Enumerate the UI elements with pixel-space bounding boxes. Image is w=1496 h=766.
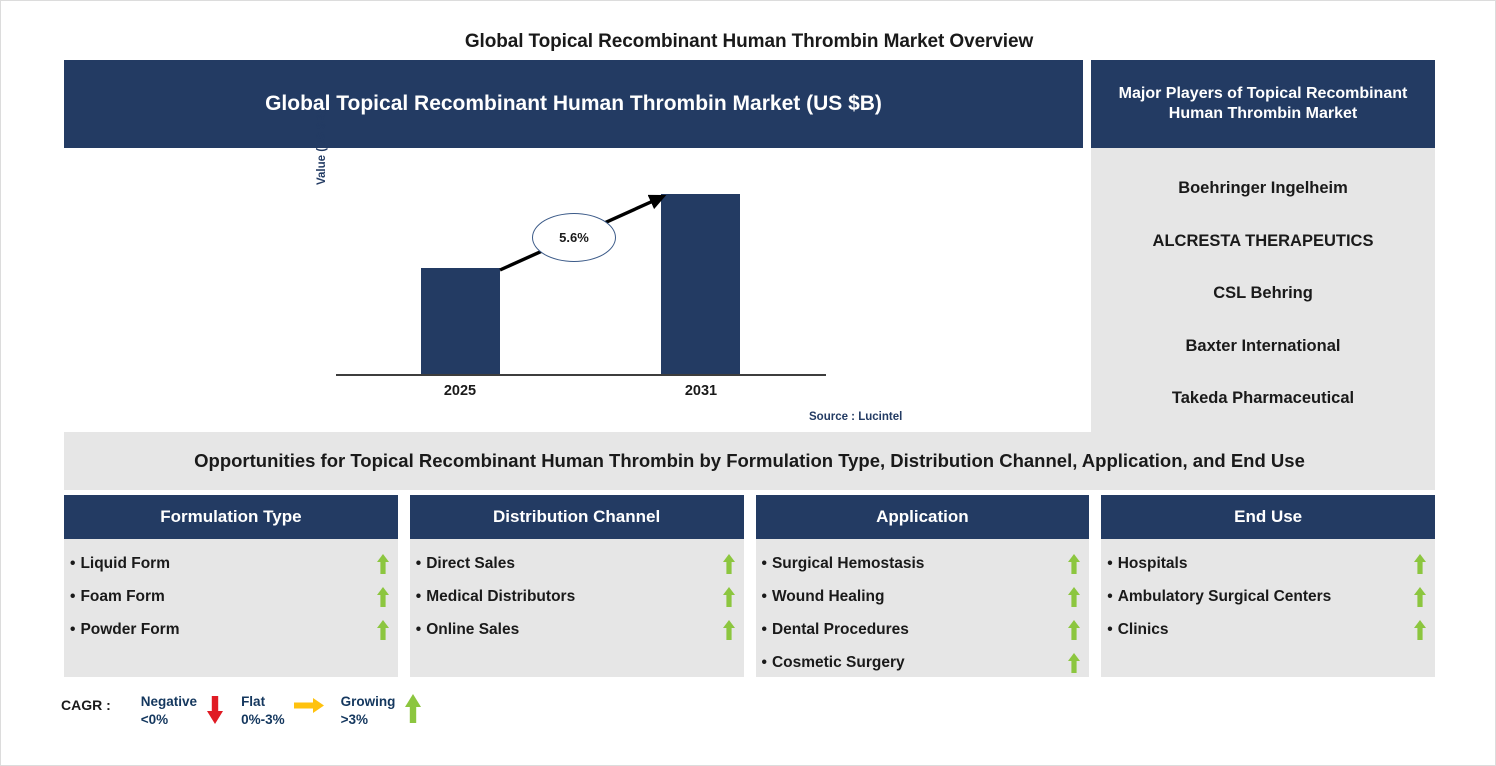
list-item: Surgical Hemostasis: [756, 547, 1090, 580]
list-item: Hospitals: [1101, 547, 1435, 580]
column-header: Application: [755, 495, 1090, 539]
legend-entry-growing: Growing >3%: [341, 693, 428, 729]
list-item: Powder Form: [64, 613, 398, 646]
column-body: Direct Sales Medical Distributors Online…: [409, 539, 744, 677]
legend-entry-range: 0%-3%: [241, 712, 285, 728]
list-item-label: Ambulatory Surgical Centers: [1107, 588, 1409, 606]
list-item: Online Sales: [410, 613, 744, 646]
column-header: End Use: [1101, 495, 1435, 539]
chart-banner: Global Topical Recombinant Human Thrombi…: [64, 60, 1083, 148]
column-header: Distribution Channel: [409, 495, 744, 539]
list-item: Wound Healing: [756, 580, 1090, 613]
arrow-up-icon: [1414, 619, 1426, 640]
chart-x-axis-line: [336, 374, 826, 376]
major-players-header: Major Players of Topical Recombinant Hum…: [1091, 60, 1435, 148]
arrow-up-icon: [722, 553, 735, 574]
list-item-label: Liquid Form: [70, 555, 372, 573]
cagr-value-text: 5.6%: [559, 230, 589, 245]
chart-source-label: Source : Lucintel: [809, 411, 903, 423]
list-item: Direct Sales: [410, 547, 744, 580]
bar-2025: [421, 268, 500, 374]
list-item-label: Powder Form: [70, 621, 372, 639]
bar-label-2025: 2025: [443, 383, 477, 399]
opportunity-columns: Formulation Type Liquid Form Foam Form P…: [64, 495, 1435, 677]
list-item-label: Medical Distributors: [416, 588, 718, 606]
cagr-legend: CAGR : Negative <0% Flat 0%-3% Growing >…: [61, 693, 439, 739]
page-title: Global Topical Recombinant Human Thrombi…: [464, 31, 1034, 52]
list-item: Dental Procedures: [756, 613, 1090, 646]
player-item: CSL Behring: [1213, 284, 1313, 302]
legend-entry-negative: Negative <0%: [141, 693, 229, 729]
chart-y-axis-label: Value (US $B): [316, 110, 328, 185]
legend-entry-text: Flat 0%-3%: [241, 693, 285, 729]
arrow-up-icon: [405, 694, 422, 723]
list-item-label: Direct Sales: [416, 555, 718, 573]
arrow-up-icon: [722, 619, 735, 640]
legend-entry-name: Flat: [241, 694, 266, 709]
list-item-label: Online Sales: [416, 621, 718, 639]
opportunities-band: Opportunities for Topical Recombinant Hu…: [64, 432, 1435, 490]
column-body: Surgical Hemostasis Wound Healing Dental…: [755, 539, 1090, 679]
arrow-up-icon: [1068, 586, 1081, 607]
arrow-up-icon: [1068, 553, 1081, 574]
arrow-right-icon: [293, 698, 324, 713]
arrow-up-icon: [376, 586, 389, 607]
column-body: Liquid Form Foam Form Powder Form: [64, 539, 398, 677]
list-item: Medical Distributors: [410, 580, 744, 613]
list-item-label: Clinics: [1107, 621, 1409, 639]
player-item: ALCRESTA THERAPEUTICS: [1152, 231, 1374, 250]
list-item: Clinics: [1101, 613, 1435, 646]
list-item-label: Surgical Hemostasis: [762, 555, 1064, 573]
opportunities-band-title: Opportunities for Topical Recombinant Hu…: [194, 449, 1305, 471]
player-item: Takeda Pharmaceutical: [1171, 389, 1355, 407]
legend-entry-text: Growing >3%: [341, 693, 396, 729]
cagr-legend-title: CAGR :: [61, 697, 111, 713]
list-item: Liquid Form: [64, 547, 398, 580]
chart-banner-title: Global Topical Recombinant Human Thrombi…: [265, 92, 882, 115]
legend-entry-flat: Flat 0%-3%: [241, 693, 329, 729]
market-bar-chart: Value (US $B) 2025 2031 5.6% Source : Lu…: [64, 110, 1083, 433]
column-distribution-channel: Distribution Channel Direct Sales Medica…: [409, 495, 744, 677]
arrow-up-icon: [376, 553, 389, 574]
legend-entry-name: Growing: [340, 694, 396, 709]
list-item-label: Cosmetic Surgery: [762, 654, 1064, 672]
list-item: Foam Form: [64, 580, 398, 613]
major-players-list: Boehringer Ingelheim ALCRESTA THERAPEUTI…: [1091, 148, 1435, 425]
arrow-up-icon: [1414, 553, 1426, 574]
bar-label-2031: 2031: [684, 383, 718, 399]
legend-entry-text: Negative <0%: [141, 693, 197, 729]
major-players-panel: Major Players of Topical Recombinant Hum…: [1091, 60, 1435, 433]
column-formulation-type: Formulation Type Liquid Form Foam Form P…: [64, 495, 398, 677]
column-header: Formulation Type: [64, 495, 398, 539]
list-item-label: Foam Form: [70, 588, 372, 606]
list-item-label: Dental Procedures: [762, 621, 1064, 639]
legend-entry-range: <0%: [140, 712, 169, 728]
arrow-down-icon: [207, 696, 224, 724]
player-item: Baxter International: [1185, 336, 1341, 355]
arrow-up-icon: [376, 619, 389, 640]
legend-entry-range: >3%: [340, 712, 368, 728]
player-item: Boehringer Ingelheim: [1178, 179, 1348, 197]
column-application: Application Surgical Hemostasis Wound He…: [755, 495, 1090, 679]
bar-2031: [661, 194, 740, 374]
list-item-label: Hospitals: [1107, 555, 1409, 573]
legend-entry-name: Negative: [140, 694, 198, 709]
list-item: Cosmetic Surgery: [756, 646, 1090, 679]
cagr-value-bubble: 5.6%: [532, 213, 616, 262]
arrow-up-icon: [1414, 586, 1426, 607]
arrow-up-icon: [722, 586, 735, 607]
arrow-up-icon: [1068, 619, 1081, 640]
list-item-label: Wound Healing: [762, 588, 1064, 606]
column-body: Hospitals Ambulatory Surgical Centers Cl…: [1101, 539, 1435, 677]
arrow-up-icon: [1068, 652, 1081, 673]
list-item: Ambulatory Surgical Centers: [1101, 580, 1435, 613]
column-end-use: End Use Hospitals Ambulatory Surgical Ce…: [1101, 495, 1435, 677]
